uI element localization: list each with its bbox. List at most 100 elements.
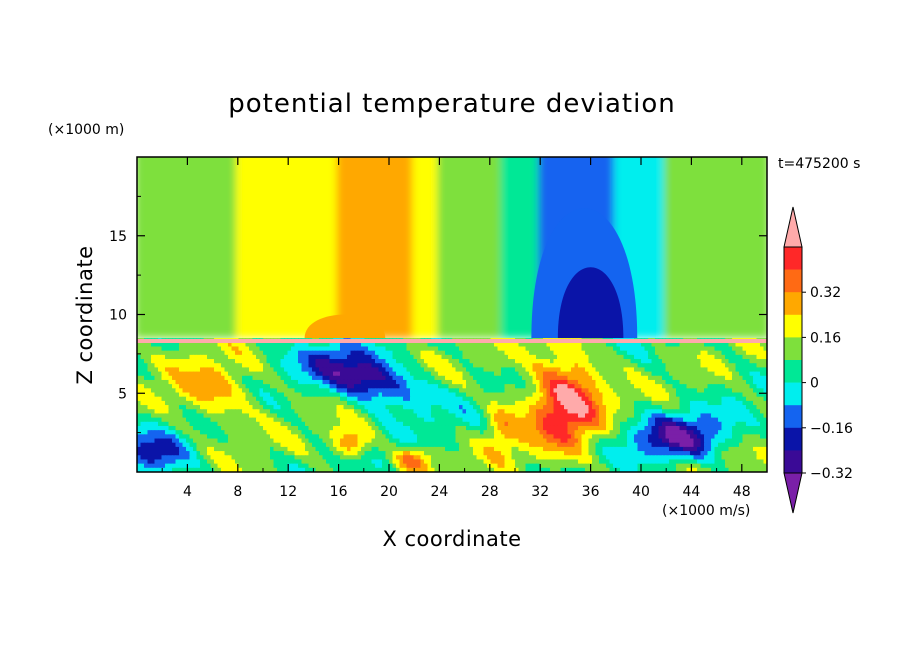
field-cell xyxy=(245,367,250,373)
field-cell xyxy=(728,346,733,352)
field-cell xyxy=(546,367,551,373)
field-cell xyxy=(557,413,562,419)
field-cell xyxy=(431,451,436,456)
field-cell xyxy=(697,392,702,398)
field-cell xyxy=(508,363,513,369)
field-cell xyxy=(490,354,495,360)
field-cell xyxy=(434,388,439,394)
field-cell xyxy=(497,346,502,352)
field-cell xyxy=(564,363,569,369)
field-cell xyxy=(707,421,712,427)
field-cell xyxy=(711,342,716,348)
field-cell xyxy=(315,451,320,456)
field-cell xyxy=(396,359,401,364)
field-cell xyxy=(364,413,369,419)
field-cell xyxy=(137,384,142,389)
field-cell xyxy=(403,354,408,360)
field-cell xyxy=(564,367,569,373)
field-cell xyxy=(357,388,362,394)
field-cell xyxy=(245,359,250,364)
field-cell xyxy=(361,354,366,360)
field-cell xyxy=(746,359,751,364)
field-cell xyxy=(536,430,541,435)
field-cell xyxy=(368,354,373,360)
field-cell xyxy=(753,442,758,448)
field-cell xyxy=(599,392,604,398)
field-cell xyxy=(392,359,397,364)
field-cell xyxy=(735,379,740,385)
field-cell xyxy=(480,409,485,415)
field-cell xyxy=(511,425,516,431)
field-cell xyxy=(539,405,544,410)
field-cell xyxy=(732,363,737,369)
field-cell xyxy=(375,446,380,452)
field-cell xyxy=(662,442,667,448)
field-cell xyxy=(693,350,698,356)
field-cell xyxy=(340,425,345,431)
field-cell xyxy=(658,342,663,348)
field-cell xyxy=(438,434,443,440)
field-cell xyxy=(182,354,187,360)
field-cell xyxy=(599,413,604,419)
field-cell xyxy=(228,409,233,415)
field-cell xyxy=(305,425,310,431)
field-cell xyxy=(280,396,285,402)
field-cell xyxy=(721,405,726,410)
field-cell xyxy=(511,430,516,435)
field-cell xyxy=(224,350,229,356)
field-cell xyxy=(336,354,341,360)
field-cell xyxy=(532,350,537,356)
field-cell xyxy=(592,425,597,431)
field-cell xyxy=(487,350,492,356)
field-cell xyxy=(336,379,341,385)
field-cell xyxy=(375,350,380,356)
field-cell xyxy=(193,451,198,456)
field-cell xyxy=(483,359,488,364)
field-cell xyxy=(490,409,495,415)
field-cell xyxy=(763,400,767,406)
field-cell xyxy=(504,342,509,348)
field-cell xyxy=(319,400,324,406)
field-cell xyxy=(161,413,166,419)
field-cell xyxy=(686,342,691,348)
field-cell xyxy=(487,421,492,427)
field-cell xyxy=(732,438,737,444)
field-cell xyxy=(424,396,429,402)
field-cell xyxy=(179,451,184,456)
field-cell xyxy=(753,409,758,415)
field-cell xyxy=(336,388,341,394)
field-cell xyxy=(543,417,548,423)
field-cell xyxy=(175,425,180,431)
field-cell xyxy=(308,359,313,364)
field-cell xyxy=(357,413,362,419)
field-cell xyxy=(238,425,243,431)
field-cell xyxy=(473,346,478,352)
field-cell xyxy=(410,405,415,410)
field-cell xyxy=(438,392,443,398)
field-cell xyxy=(686,417,691,423)
field-cell xyxy=(277,346,282,352)
field-cell xyxy=(721,409,726,415)
field-cell xyxy=(431,430,436,435)
field-cell xyxy=(305,442,310,448)
field-cell xyxy=(672,371,677,377)
field-cell xyxy=(497,396,502,402)
field-cell xyxy=(700,434,705,440)
field-cell xyxy=(525,346,530,352)
field-cell xyxy=(665,375,670,381)
field-cell xyxy=(350,409,355,415)
field-cell xyxy=(497,363,502,369)
field-cell xyxy=(361,346,366,352)
field-cell xyxy=(322,375,327,381)
field-cell xyxy=(305,430,310,435)
field-cell xyxy=(522,405,527,410)
field-cell xyxy=(319,442,324,448)
field-cell xyxy=(637,421,642,427)
field-cell xyxy=(186,379,191,385)
field-cell xyxy=(501,400,506,406)
field-cell xyxy=(252,342,257,348)
field-cell xyxy=(357,438,362,444)
field-cell xyxy=(711,379,716,385)
field-cell xyxy=(347,446,352,452)
field-cell xyxy=(725,388,730,394)
